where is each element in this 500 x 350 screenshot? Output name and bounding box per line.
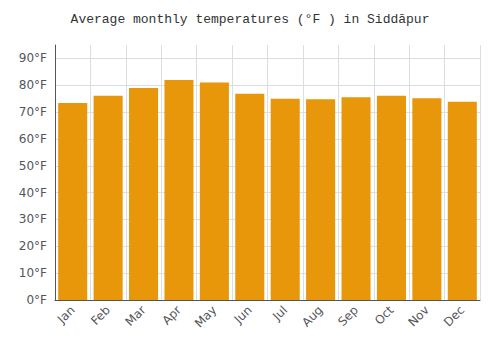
svg-text:90°F: 90°F [19, 51, 47, 65]
svg-text:Nov: Nov [405, 303, 431, 329]
svg-text:Oct: Oct [372, 303, 397, 328]
svg-text:Feb: Feb [88, 303, 113, 328]
svg-text:60°F: 60°F [19, 132, 47, 146]
svg-text:80°F: 80°F [19, 78, 47, 92]
svg-text:10°F: 10°F [19, 266, 47, 280]
svg-text:30°F: 30°F [19, 212, 47, 226]
svg-text:Dec: Dec [441, 303, 467, 329]
svg-text:Apr: Apr [159, 303, 184, 328]
svg-text:40°F: 40°F [19, 186, 47, 200]
svg-text:Aug: Aug [299, 303, 325, 329]
svg-text:Average monthly temperatures (: Average monthly temperatures (°F ) in Si… [71, 12, 430, 27]
svg-text:Jan: Jan [54, 303, 78, 327]
svg-text:70°F: 70°F [19, 105, 47, 119]
svg-text:Jun: Jun [231, 303, 255, 327]
svg-text:May: May [192, 303, 219, 330]
svg-text:Jul: Jul [269, 303, 290, 324]
svg-text:Sep: Sep [335, 303, 361, 329]
svg-text:0°F: 0°F [26, 293, 47, 307]
svg-text:50°F: 50°F [19, 159, 47, 173]
svg-text:20°F: 20°F [19, 239, 47, 253]
svg-text:Mar: Mar [123, 303, 149, 329]
